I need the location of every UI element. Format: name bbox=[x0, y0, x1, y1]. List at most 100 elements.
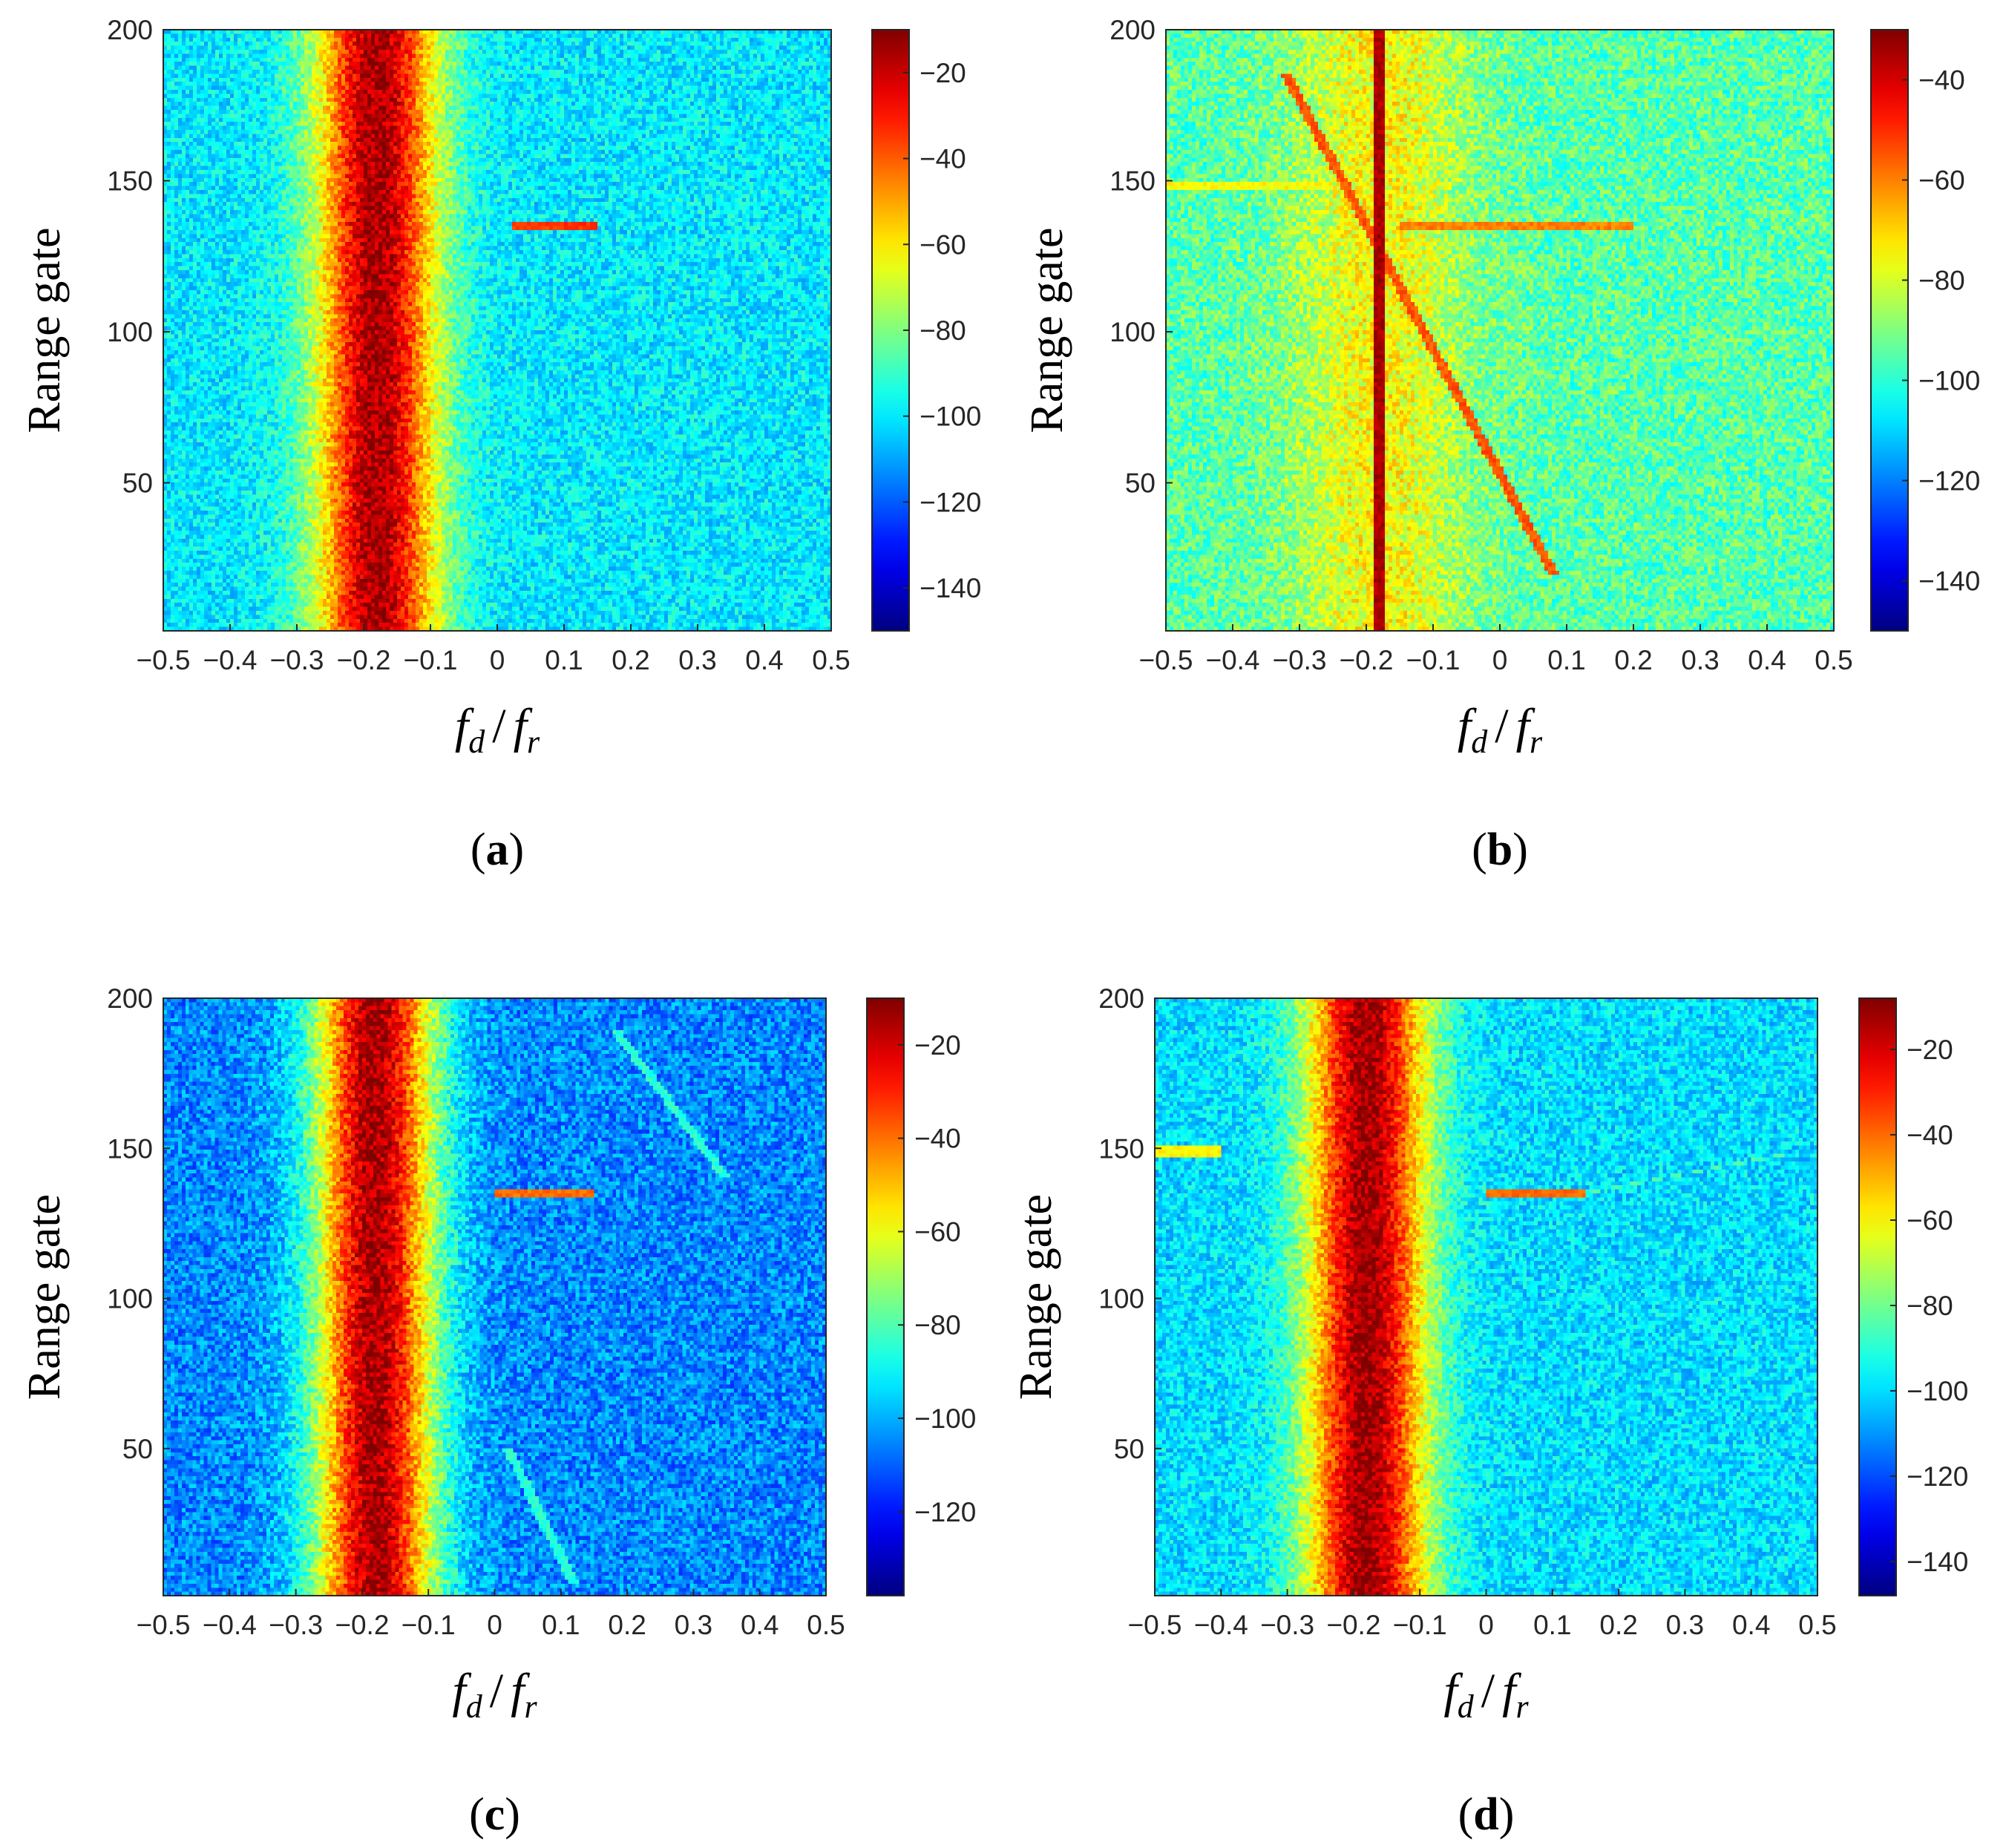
colorbar-tick-label: −20 bbox=[1907, 1035, 1953, 1065]
heatmap-svg-d: −0.5 −0.4 −0.3 −0.2 −0.1 0 0.1 0.2 0.3 0.4 0.5 50 10… bbox=[1011, 983, 1968, 1840]
x-tick-label: 0.3 bbox=[675, 1610, 712, 1640]
y-tick-label: 150 bbox=[107, 1133, 153, 1164]
colorbar-tick-label: −20 bbox=[920, 58, 966, 88]
x-tick-label: 0.4 bbox=[1732, 1610, 1770, 1640]
y-tick-label: 50 bbox=[1125, 468, 1156, 499]
colorbar-tick-label: −120 bbox=[1918, 466, 1980, 497]
x-tick-label: 0.4 bbox=[741, 1610, 779, 1640]
panel-a: −0.5 −0.4 −0.3 −0.2 −0.1 0 0.1 0.2 0.3 0.4 0.5 50 10… bbox=[0, 0, 1003, 924]
x-tick-label: 0 bbox=[1478, 1610, 1494, 1640]
colorbar-tick-label: −100 bbox=[914, 1403, 976, 1434]
colorbar bbox=[1858, 997, 1897, 1596]
y-tick-label: 200 bbox=[107, 15, 153, 45]
y-axis-label: Range gate bbox=[1022, 227, 1072, 433]
y-tick-label: 150 bbox=[1098, 1133, 1144, 1164]
x-tick-label: −0.5 bbox=[136, 645, 190, 675]
colorbar-tick-label: −40 bbox=[1918, 65, 1965, 96]
x-tick-label: −0.5 bbox=[136, 1610, 190, 1640]
colorbar-tick-label: −60 bbox=[1918, 166, 1965, 196]
x-tick-label: 0.4 bbox=[745, 645, 783, 675]
x-tick-label: −0.1 bbox=[403, 645, 457, 675]
colorbar-tick-label: −40 bbox=[920, 144, 966, 174]
x-tick-label: 0.1 bbox=[1533, 1610, 1571, 1640]
colorbar-tick-label: −80 bbox=[1907, 1291, 1953, 1321]
colorbar-tick-label: −100 bbox=[920, 402, 981, 432]
colorbar-tick-label: −140 bbox=[920, 573, 981, 603]
y-tick-label: 150 bbox=[1109, 166, 1156, 197]
colorbar-tick-label: −140 bbox=[1907, 1547, 1968, 1577]
x-tick-label: 0.3 bbox=[1666, 1610, 1704, 1640]
x-tick-label: 0 bbox=[487, 1610, 502, 1640]
x-tick-label: −0.3 bbox=[1260, 1610, 1314, 1640]
colorbar bbox=[871, 29, 910, 632]
y-axis-label: Range gate bbox=[1011, 1194, 1061, 1400]
heatmap-image bbox=[163, 998, 826, 1596]
colorbar-tick-label: −80 bbox=[914, 1310, 961, 1340]
x-tick-label: 0.3 bbox=[1681, 645, 1719, 675]
x-axis-label: fd / fr bbox=[452, 1664, 537, 1725]
x-tick-label: 0.1 bbox=[545, 645, 583, 675]
y-tick-label: 200 bbox=[1098, 983, 1144, 1014]
colorbar-tick-label: −120 bbox=[1907, 1461, 1968, 1492]
x-tick-label: −0.2 bbox=[1326, 1610, 1380, 1640]
x-axis-label: fd / fr bbox=[1458, 699, 1543, 760]
colorbar-tick-label: −60 bbox=[1907, 1205, 1953, 1236]
x-tick-label: 0.2 bbox=[1599, 1610, 1637, 1640]
colorbar-tick-label: −60 bbox=[914, 1216, 961, 1247]
x-tick-label: −0.2 bbox=[1339, 645, 1393, 675]
x-tick-label: −0.3 bbox=[269, 645, 324, 675]
y-tick-label: 200 bbox=[1109, 15, 1156, 45]
panel-d: −0.5 −0.4 −0.3 −0.2 −0.1 0 0.1 0.2 0.3 0.4 0.5 50 10… bbox=[1003, 924, 2006, 1848]
y-tick-label: 100 bbox=[1109, 317, 1156, 347]
y-tick-label: 100 bbox=[107, 1284, 153, 1314]
panel-caption: (b) bbox=[1472, 825, 1528, 875]
x-tick-label: 0 bbox=[1492, 645, 1508, 675]
colorbar-tick-label: −40 bbox=[914, 1124, 961, 1154]
colorbar bbox=[1870, 29, 1909, 632]
x-axis-label: fd / fr bbox=[1443, 1664, 1529, 1725]
x-tick-label: 0.5 bbox=[812, 645, 850, 675]
panel-caption: (a) bbox=[471, 825, 524, 875]
panel-caption: (d) bbox=[1458, 1789, 1515, 1840]
x-tick-label: −0.2 bbox=[336, 645, 390, 675]
x-tick-label: 0 bbox=[490, 645, 505, 675]
heatmap-svg-b: −0.5 −0.4 −0.3 −0.2 −0.1 0 0.1 0.2 0.3 0.4 0.5 50 10… bbox=[1022, 15, 1980, 875]
panel-b: −0.5 −0.4 −0.3 −0.2 −0.1 0 0.1 0.2 0.3 0.4 0.5 50 10… bbox=[1003, 0, 2006, 924]
heatmap-image bbox=[163, 30, 831, 631]
x-tick-label: 0.2 bbox=[612, 645, 649, 675]
x-tick-label: 0.1 bbox=[1547, 645, 1585, 675]
colorbar bbox=[866, 997, 905, 1596]
x-tick-label: −0.3 bbox=[269, 1610, 323, 1640]
colorbar-tick-label: −60 bbox=[920, 229, 966, 260]
x-tick-label: 0.4 bbox=[1748, 645, 1786, 675]
x-tick-label: −0.5 bbox=[1127, 1610, 1181, 1640]
y-tick-label: 150 bbox=[107, 166, 153, 197]
y-tick-label: 100 bbox=[1098, 1284, 1144, 1314]
y-tick-label: 200 bbox=[107, 983, 153, 1014]
x-tick-label: 0.2 bbox=[1614, 645, 1652, 675]
y-axis-label: Range gate bbox=[19, 1194, 70, 1400]
heatmap-svg-c: −0.5 −0.4 −0.3 −0.2 −0.1 0 0.1 0.2 0.3 0.4 0.5 50 10… bbox=[19, 983, 976, 1840]
x-tick-label: −0.3 bbox=[1272, 645, 1326, 675]
x-tick-label: −0.4 bbox=[203, 645, 257, 675]
x-tick-label: 0.2 bbox=[608, 1610, 646, 1640]
colorbar-tick-label: −80 bbox=[1918, 266, 1965, 296]
colorbar-tick-label: −40 bbox=[1907, 1120, 1953, 1150]
heatmap-image bbox=[1166, 30, 1834, 631]
heatmap-svg-a: −0.5 −0.4 −0.3 −0.2 −0.1 0 0.1 0.2 0.3 0.4 0.5 50 10… bbox=[19, 15, 981, 875]
colorbar-tick-label: −100 bbox=[1907, 1376, 1968, 1406]
heatmap-image bbox=[1155, 998, 1817, 1596]
x-tick-label: −0.5 bbox=[1138, 645, 1193, 675]
x-tick-label: −0.4 bbox=[203, 1610, 257, 1640]
x-tick-label: −0.2 bbox=[335, 1610, 389, 1640]
x-tick-label: −0.1 bbox=[401, 1610, 456, 1640]
x-tick-label: −0.1 bbox=[1406, 645, 1460, 675]
x-tick-label: 0.1 bbox=[542, 1610, 580, 1640]
y-tick-label: 50 bbox=[122, 468, 153, 499]
y-axis-label: Range gate bbox=[19, 227, 70, 433]
x-tick-label: −0.4 bbox=[1194, 1610, 1248, 1640]
panel-c: −0.5 −0.4 −0.3 −0.2 −0.1 0 0.1 0.2 0.3 0.4 0.5 50 10… bbox=[0, 924, 1003, 1848]
x-tick-label: 0.5 bbox=[1798, 1610, 1836, 1640]
y-tick-label: 100 bbox=[107, 317, 153, 347]
y-tick-label: 50 bbox=[1114, 1434, 1144, 1464]
